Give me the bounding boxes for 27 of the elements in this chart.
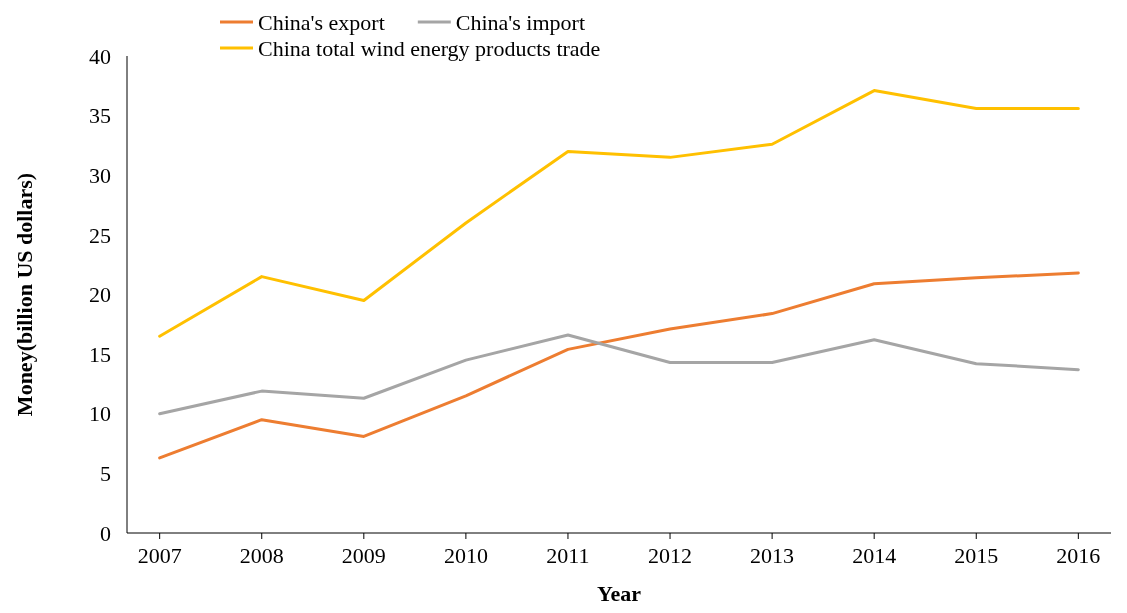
x-tick-label: 2009 [341, 543, 386, 568]
legend-label: China total wind energy products trade [258, 35, 601, 61]
legend-label: China's export [258, 9, 385, 35]
y-tick-label: 25 [89, 222, 111, 248]
y-tick-label: 40 [89, 43, 111, 69]
y-tick-label: 0 [100, 520, 111, 546]
x-tick-label: 2010 [443, 543, 488, 568]
x-tick-label: 2015 [954, 543, 999, 568]
x-tick-label: 2007 [137, 543, 182, 568]
y-tick-label: 10 [89, 401, 111, 427]
x-tick-label: 2014 [852, 543, 897, 568]
x-axis-title: Year [597, 581, 642, 606]
y-tick-label: 5 [100, 461, 111, 487]
line-series [158, 89, 1080, 338]
x-tick-label: 2012 [648, 543, 693, 568]
y-tick-label: 15 [89, 341, 111, 367]
y-axis-title: Money(billion US dollars) [12, 172, 37, 417]
x-tick-label: 2011 [546, 543, 590, 568]
x-tick-label: 2008 [239, 543, 284, 568]
x-tick-label: 2016 [1056, 543, 1101, 568]
y-tick-label: 35 [89, 103, 111, 129]
x-tick-label: 2013 [750, 543, 795, 568]
legend-label: China's import [455, 9, 586, 35]
line-series [158, 333, 1080, 416]
line-series [158, 271, 1080, 460]
y-tick-label: 30 [89, 162, 111, 188]
y-tick-label: 20 [89, 282, 111, 308]
